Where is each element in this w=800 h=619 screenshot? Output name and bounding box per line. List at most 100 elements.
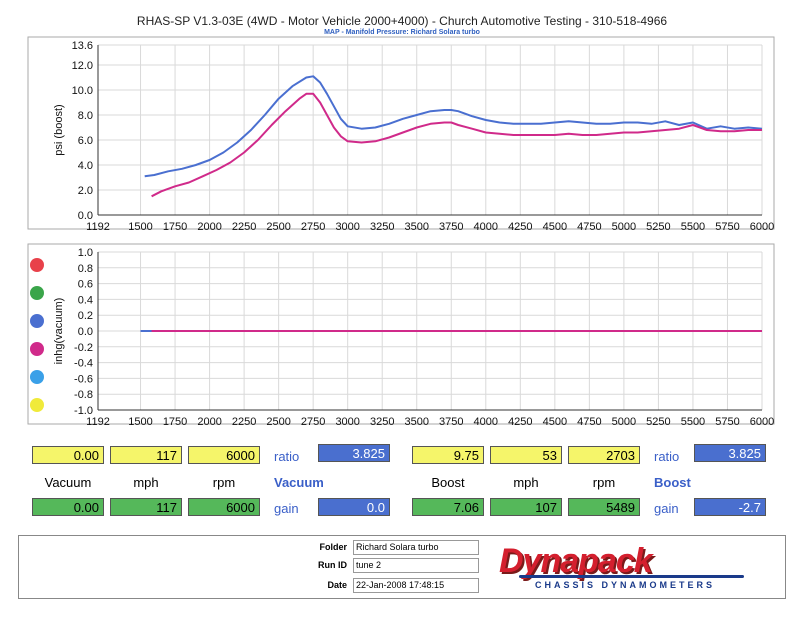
- y-tick-label-0-1: 2.0: [78, 185, 93, 197]
- y-tick-label-0-5: 10.0: [72, 85, 93, 97]
- x-tick-label-0-0: 1192: [86, 221, 110, 233]
- x-tick-label-0-7: 3000: [335, 221, 359, 233]
- dyno-report: RHAS-SP V1.3-03E (4WD - Motor Vehicle 20…: [18, 10, 786, 610]
- x-tick-label-1-17: 5500: [681, 416, 705, 428]
- mph-value-top-right: 53: [490, 446, 562, 464]
- x-tick-label-1-0: 1192: [86, 416, 110, 428]
- report-footer: Folder Richard Solara turbo Run ID tune …: [18, 535, 786, 599]
- legend-dot: [30, 258, 44, 272]
- x-tick-label-1-12: 4250: [508, 416, 532, 428]
- rpm-label-left: rpm: [212, 475, 236, 490]
- boost-value-bottom: 7.06: [412, 498, 484, 516]
- series-line-0-1: [151, 92, 762, 198]
- x-tick-label-1-8: 3250: [370, 416, 394, 428]
- boost-label: Boost: [431, 475, 465, 490]
- rpm-value-top-left: 6000: [188, 446, 260, 464]
- vacuum-value-bottom: 0.00: [32, 498, 104, 516]
- x-tick-label-1-4: 2250: [232, 416, 256, 428]
- dynapack-logo: Dynapack CHASSIS DYNAMOMETERS: [499, 542, 759, 594]
- ratio-value-left: 3.825: [318, 444, 390, 462]
- y-axis-label-0: psi (boost): [53, 104, 65, 155]
- x-tick-label-0-3: 2000: [197, 221, 221, 233]
- logo-subtitle: CHASSIS DYNAMOMETERS: [535, 580, 716, 590]
- rpm-value-bottom-left: 6000: [188, 498, 260, 516]
- logo-swoosh: [519, 575, 744, 578]
- x-tick-label-0-5: 2500: [266, 221, 290, 233]
- legend-dot: [30, 286, 44, 300]
- x-tick-label-0-17: 5500: [681, 221, 705, 233]
- x-tick-label-1-5: 2500: [266, 416, 290, 428]
- ratio-label-right: ratio: [654, 449, 680, 464]
- gain-value-left: 0.0: [318, 498, 390, 516]
- x-tick-label-1-13: 4500: [543, 416, 567, 428]
- runid-value: tune 2: [353, 558, 479, 573]
- legend-dot: [30, 398, 44, 412]
- date-value: 22-Jan-2008 17:48:15: [353, 578, 479, 593]
- legend-dot: [30, 342, 44, 356]
- y-tick-label-0-3: 6.0: [78, 135, 93, 147]
- vacuum-label: Vacuum: [44, 475, 92, 490]
- x-tick-label-1-2: 1750: [163, 416, 187, 428]
- gain-label-left: gain: [274, 501, 299, 516]
- x-tick-label-0-13: 4500: [543, 221, 567, 233]
- y-tick-label-0-0: 0.0: [78, 210, 93, 222]
- y-tick-label-0-4: 8.0: [78, 110, 93, 122]
- vacuum-title: Vacuum: [274, 475, 324, 490]
- runid-label: Run ID: [318, 560, 347, 570]
- report-subtitle: MAP - Manifold Pressure: Richard Solara …: [324, 29, 480, 36]
- ratio-label-left: ratio: [274, 449, 300, 464]
- y-tick-label-1-2: -0.6: [74, 373, 93, 385]
- x-tick-label-0-1: 1500: [128, 221, 152, 233]
- x-tick-label-1-15: 5000: [612, 416, 636, 428]
- x-tick-label-1-19: 6000: [750, 416, 774, 428]
- y-tick-label-1-7: 0.4: [78, 294, 93, 306]
- x-tick-label-0-6: 2750: [301, 221, 325, 233]
- rpm-label-right: rpm: [592, 475, 616, 490]
- date-label: Date: [327, 580, 347, 590]
- folder-value: Richard Solara turbo: [353, 540, 479, 555]
- x-tick-label-0-9: 3500: [404, 221, 428, 233]
- boost-title: Boost: [654, 475, 691, 490]
- x-tick-label-0-19: 6000: [750, 221, 774, 233]
- x-tick-label-1-7: 3000: [335, 416, 359, 428]
- y-tick-label-1-0: -1.0: [74, 405, 93, 417]
- x-tick-label-0-2: 1750: [163, 221, 187, 233]
- report-title: RHAS-SP V1.3-03E (4WD - Motor Vehicle 20…: [136, 14, 668, 28]
- y-tick-label-1-8: 0.6: [78, 279, 93, 291]
- x-tick-label-0-4: 2250: [232, 221, 256, 233]
- gain-value-right: -2.7: [694, 498, 766, 516]
- x-tick-label-1-6: 2750: [301, 416, 325, 428]
- rpm-value-bottom-right: 5489: [568, 498, 640, 516]
- mph-label-left: mph: [133, 475, 159, 490]
- charts-area: 1192 1500 1750 2000 2250 2500 2750 3000 3250 3500…: [27, 36, 775, 428]
- x-tick-label-1-3: 2000: [197, 416, 221, 428]
- boost-value-top: 9.75: [412, 446, 484, 464]
- x-tick-label-1-9: 3500: [404, 416, 428, 428]
- folder-label: Folder: [319, 542, 347, 552]
- chart-panel-1: [27, 243, 775, 425]
- x-tick-label-0-12: 4250: [508, 221, 532, 233]
- x-tick-label-1-1: 1500: [128, 416, 152, 428]
- y-tick-label-1-9: 0.8: [78, 263, 93, 275]
- y-tick-label-1-6: 0.2: [78, 310, 93, 322]
- y-axis-label-1: inhg(vacuum): [53, 298, 65, 365]
- mph-value-bottom-left: 117: [110, 498, 182, 516]
- logo-wordmark: Dynapack: [499, 542, 653, 580]
- mph-label-right: mph: [513, 475, 539, 490]
- rpm-value-top-right: 2703: [568, 446, 640, 464]
- y-tick-label-1-3: -0.4: [74, 358, 93, 370]
- series-line-0-0: [144, 75, 763, 178]
- x-tick-label-0-18: 5750: [715, 221, 739, 233]
- y-tick-label-0-2: 4.0: [78, 160, 93, 172]
- y-tick-label-0-7: 13.6: [72, 40, 93, 52]
- x-tick-label-0-10: 3750: [439, 221, 463, 233]
- y-tick-label-0-6: 12.0: [72, 60, 93, 72]
- legend-dot: [30, 370, 44, 384]
- ratio-value-right: 3.825: [694, 444, 766, 462]
- x-tick-label-0-14: 4750: [577, 221, 601, 233]
- x-tick-label-0-16: 5250: [646, 221, 670, 233]
- vacuum-value-top: 0.00: [32, 446, 104, 464]
- chart-panel-0: [27, 36, 775, 230]
- y-tick-label-1-1: -0.8: [74, 389, 93, 401]
- x-tick-label-1-11: 4000: [474, 416, 498, 428]
